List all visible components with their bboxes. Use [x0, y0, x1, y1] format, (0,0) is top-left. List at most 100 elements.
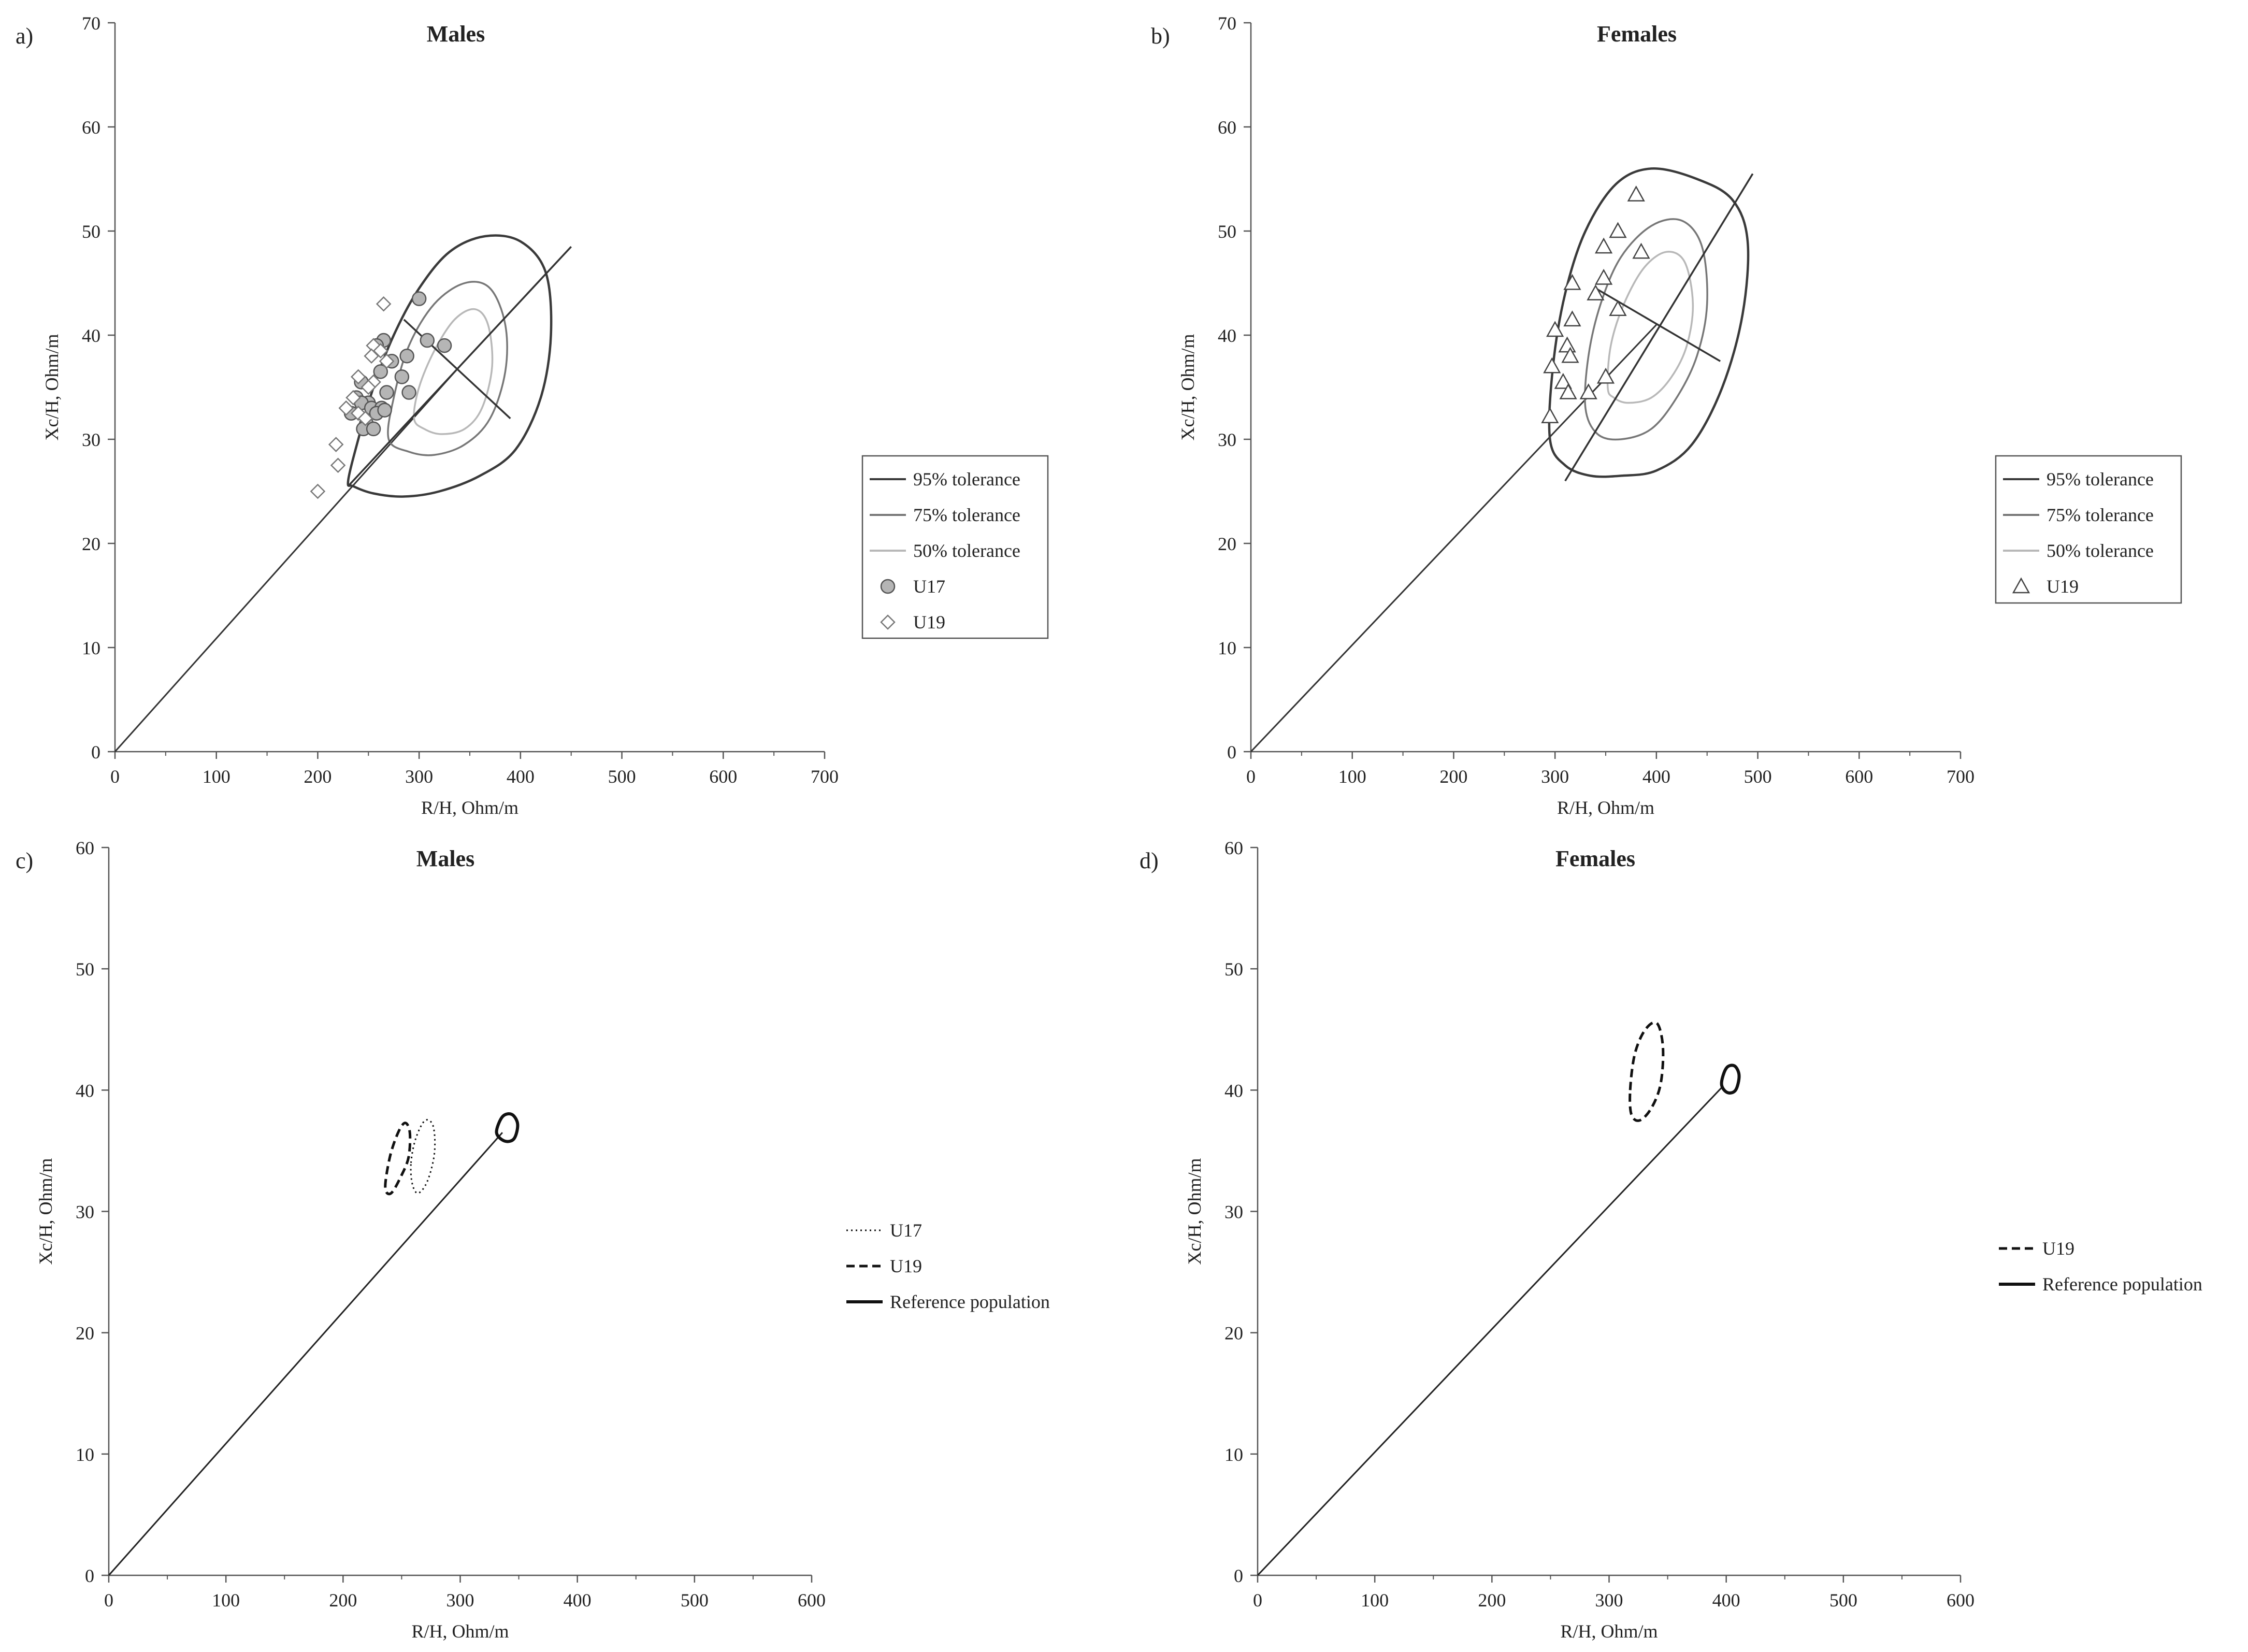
- x-tick-label: 700: [811, 766, 839, 787]
- legend-label: 95% tolerance: [2047, 469, 2154, 490]
- point-U19: [1554, 372, 1572, 389]
- tolerance-ellipse-50: [1606, 251, 1694, 404]
- x-axis-label: R/H, Ohm/m: [411, 1621, 509, 1642]
- series-U19: [310, 296, 395, 499]
- series-U19: [1541, 185, 1650, 424]
- y-tick-label: 40: [1218, 325, 1236, 346]
- y-tick-label: 50: [1218, 221, 1236, 242]
- ellipse-major-axis: [347, 246, 572, 487]
- x-tick-label: 200: [1478, 1590, 1506, 1611]
- legend-label: 75% tolerance: [2047, 505, 2154, 525]
- point-U19: [1546, 321, 1564, 337]
- legend-label: Reference population: [890, 1291, 1050, 1312]
- x-tick-label: 700: [1947, 766, 1975, 787]
- legend-box: [1995, 455, 2182, 604]
- x-tick-label: 100: [212, 1590, 240, 1611]
- y-tick-label: 30: [82, 429, 100, 450]
- y-tick-label: 50: [82, 221, 100, 242]
- legend-label: 50% tolerance: [2047, 540, 2154, 561]
- panel-a: a) Males 0 100 200 300 400 500 600 700 0 10 20 30 40 50…: [16, 13, 1049, 818]
- y-tick-label: 20: [76, 1323, 94, 1344]
- y-tick-label: 30: [76, 1202, 94, 1223]
- x-tick-label: 400: [1642, 766, 1670, 787]
- y-tick-label: 70: [1218, 13, 1236, 34]
- point-U17: [399, 348, 414, 364]
- point-U19: [328, 437, 344, 452]
- point-U19: [376, 296, 392, 312]
- point-U17: [394, 369, 410, 384]
- y-tick-label: 60: [1224, 838, 1243, 858]
- x-tick-label: 0: [1253, 1590, 1262, 1611]
- point-U19: [345, 390, 361, 406]
- panel-letter: d): [1140, 848, 1159, 873]
- tolerance-ellipse-95: [347, 234, 553, 498]
- tolerance-ellipse-50: [413, 308, 494, 435]
- point-U17: [379, 385, 394, 400]
- x-tick-label: 600: [1947, 1590, 1975, 1611]
- x-tick-label: 100: [203, 766, 230, 787]
- x-tick-label: 600: [798, 1590, 826, 1611]
- panel-letter: a): [16, 23, 33, 49]
- legend: 95% tolerance 75% tolerance 50% tolerance U…: [861, 455, 1049, 639]
- point-U19: [1563, 274, 1581, 290]
- point-U17: [401, 385, 416, 400]
- point-U19: [338, 400, 354, 416]
- x-tick-label: 500: [1829, 1590, 1857, 1611]
- confidence-ellipse-u19: [384, 1122, 412, 1196]
- x-tick-label: 300: [446, 1590, 474, 1611]
- x-axis-label: R/H, Ohm/m: [421, 797, 518, 818]
- legend-label: 95% tolerance: [913, 469, 1020, 490]
- point-U19: [357, 411, 373, 426]
- legend-label: U19: [913, 612, 945, 633]
- x-tick-label: 600: [1845, 766, 1873, 787]
- confidence-ellipse-u19: [1629, 1021, 1665, 1122]
- x-tick-label: 0: [110, 766, 120, 787]
- legend: 95% tolerance 75% tolerance 50% tolerance U…: [1995, 455, 2182, 604]
- point-U17: [366, 421, 381, 437]
- point-U19: [1627, 185, 1645, 202]
- x-axis-label: R/H, Ohm/m: [1557, 797, 1654, 818]
- point-U19: [1561, 347, 1579, 363]
- point-U17: [437, 338, 452, 353]
- x-tick-label: 200: [304, 766, 332, 787]
- point-U19: [1559, 383, 1577, 399]
- legend-label: U19: [2047, 576, 2079, 597]
- point-U19: [1587, 284, 1605, 300]
- x-tick-label: 0: [1246, 766, 1256, 787]
- point-U19: [1609, 300, 1627, 316]
- point-U19: [1543, 357, 1561, 374]
- point-U19: [379, 353, 395, 369]
- legend-swatch-marker: [2012, 577, 2030, 594]
- point-U17: [373, 364, 388, 379]
- confidence-ellipse-reference-population: [1720, 1064, 1741, 1095]
- x-tick-label: 300: [1541, 766, 1569, 787]
- point-U19: [1594, 268, 1613, 285]
- panel-title: Males: [427, 21, 485, 47]
- x-tick-label: 100: [1338, 766, 1366, 787]
- legend-swatch-marker: [880, 614, 896, 630]
- x-tick-label: 400: [1712, 1590, 1740, 1611]
- panel-title: Females: [1597, 21, 1677, 47]
- x-tick-label: 300: [1595, 1590, 1623, 1611]
- vector-line: [114, 366, 460, 753]
- legend-label: Reference population: [2042, 1274, 2202, 1295]
- panel-d: d) Females 0 100 200 300 400 500 600 0 10 20 30 40 50 6…: [1140, 838, 2202, 1642]
- y-axis-label: Xc/H, Ohm/m: [35, 1158, 56, 1265]
- y-tick-label: 50: [1224, 959, 1243, 980]
- confidence-ellipse-u17: [410, 1119, 436, 1194]
- tolerance-ellipse-75: [1584, 218, 1708, 441]
- point-U19: [1541, 407, 1559, 424]
- legend-label: U17: [890, 1220, 922, 1241]
- x-axis-label: R/H, Ohm/m: [1560, 1621, 1658, 1642]
- y-tick-label: 20: [82, 534, 100, 554]
- panel-letter: b): [1151, 23, 1170, 49]
- y-tick-label: 10: [76, 1444, 94, 1465]
- y-tick-label: 20: [1224, 1323, 1243, 1344]
- y-tick-label: 0: [1234, 1565, 1243, 1586]
- y-axis-label: Xc/H, Ohm/m: [1184, 1158, 1205, 1265]
- point-U19: [350, 369, 366, 385]
- y-axis-label: Xc/H, Ohm/m: [41, 334, 62, 441]
- point-U19: [1579, 383, 1597, 399]
- y-tick-label: 40: [82, 325, 100, 346]
